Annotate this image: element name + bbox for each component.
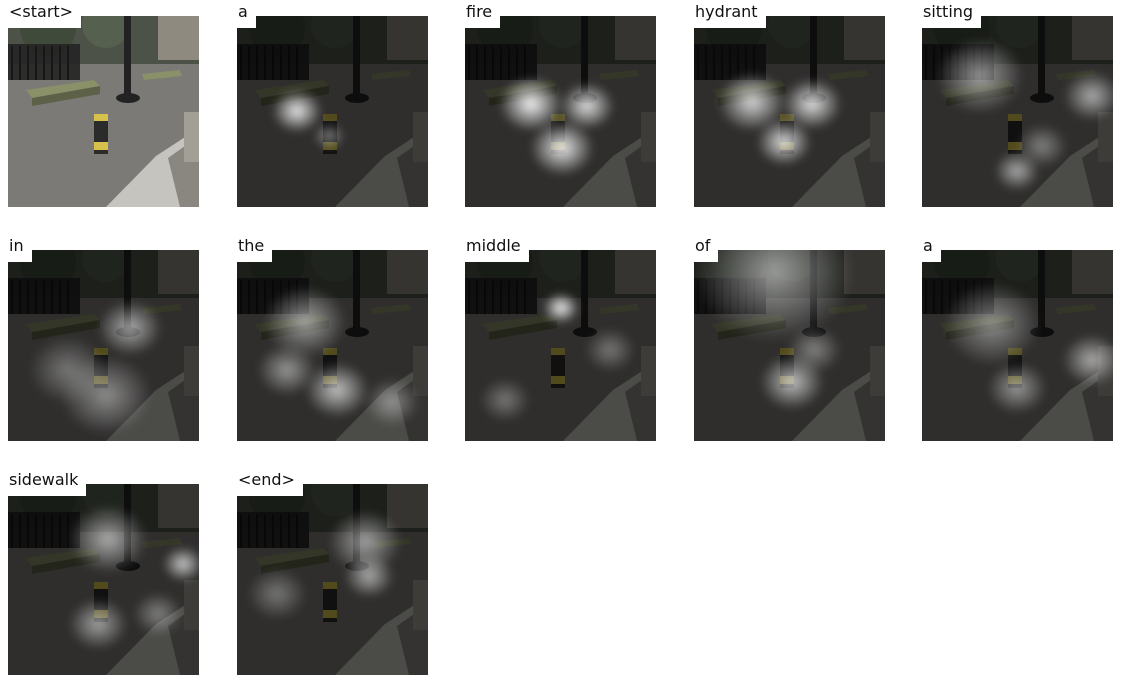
attention-map: [237, 16, 428, 207]
attention-panel: middle: [457, 234, 656, 441]
attention-map: [694, 16, 885, 207]
token-label: a: [922, 234, 941, 262]
token-label: a: [237, 0, 256, 28]
token-label: <start>: [8, 0, 82, 28]
attention-panel: a: [229, 0, 428, 207]
attention-panel: sitting: [914, 0, 1113, 207]
attention-map: [237, 250, 428, 441]
attention-map: [8, 484, 199, 675]
attention-map: [922, 16, 1113, 207]
attention-map: [8, 250, 199, 441]
token-label: fire: [465, 0, 501, 28]
attention-panel: hydrant: [686, 0, 885, 207]
attention-map: [465, 16, 656, 207]
attention-panel: fire: [457, 0, 656, 207]
token-label: sitting: [922, 0, 982, 28]
token-label: <end>: [237, 468, 303, 496]
attention-panel: a: [914, 234, 1113, 441]
attention-panel: sidewalk: [0, 468, 199, 675]
attention-map: [922, 250, 1113, 441]
token-label: of: [694, 234, 719, 262]
attention-panel: the: [229, 234, 428, 441]
attention-panel: <start>: [0, 0, 199, 207]
token-label: sidewalk: [8, 468, 87, 496]
token-label: the: [237, 234, 273, 262]
token-label: middle: [465, 234, 529, 262]
attention-panel: <end>: [229, 468, 428, 675]
attention-map: [237, 484, 428, 675]
attention-map: [465, 250, 656, 441]
attention-panel: of: [686, 234, 885, 441]
token-label: hydrant: [694, 0, 766, 28]
token-label: in: [8, 234, 32, 262]
attention-panel: in: [0, 234, 199, 441]
attention-map: [694, 250, 885, 441]
scene-image: [8, 16, 199, 207]
